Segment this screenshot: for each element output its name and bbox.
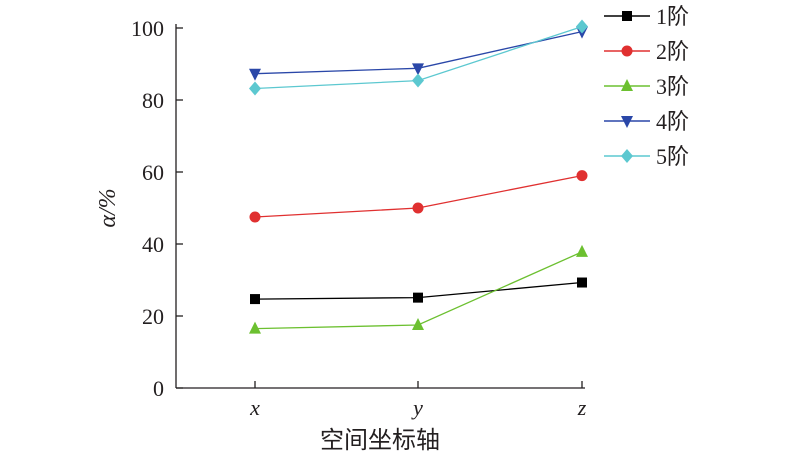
legend-item: 1阶 — [604, 4, 689, 29]
x-axis-title: 空间坐标轴 — [320, 427, 440, 454]
legend-marker — [622, 11, 632, 21]
data-point — [413, 292, 423, 303]
y-tick-label: 60 — [142, 160, 164, 185]
data-point — [412, 73, 424, 88]
data-point — [576, 244, 588, 257]
x-tick-label: z — [577, 395, 587, 420]
series-5 — [249, 19, 588, 96]
legend-label: 4阶 — [656, 109, 689, 134]
legend-label: 3阶 — [656, 74, 689, 99]
data-point — [412, 63, 424, 76]
y-tick-label: 40 — [142, 232, 164, 257]
legend-item: 5阶 — [604, 144, 689, 169]
data-point — [249, 68, 261, 81]
data-point — [249, 211, 261, 223]
data-point — [249, 321, 261, 334]
legend: 1阶 2阶 3阶 4阶 5阶 — [604, 4, 689, 169]
legend-item: 3阶 — [604, 74, 689, 99]
plot-area — [249, 19, 588, 334]
legend-marker — [621, 116, 633, 128]
data-point — [576, 19, 588, 34]
y-tick-label: 80 — [142, 88, 164, 113]
series-2 — [249, 170, 588, 223]
x-tick-label: x — [249, 395, 260, 420]
y-axis-title: α/% — [95, 188, 121, 227]
data-point — [250, 294, 260, 305]
series-4 — [249, 26, 588, 81]
legend-item: 2阶 — [604, 39, 689, 64]
data-point — [577, 277, 587, 288]
x-tick-label: y — [411, 395, 423, 420]
legend-marker — [621, 45, 633, 57]
legend-marker — [621, 79, 633, 91]
legend-marker — [621, 149, 633, 163]
legend-label: 2阶 — [656, 39, 689, 64]
data-point — [249, 81, 261, 96]
data-point — [576, 170, 588, 182]
axes: 0 20 40 60 80 100 x y z 空间坐标轴 α/% — [95, 16, 587, 454]
legend-item: 4阶 — [604, 109, 689, 134]
y-tick-label: 100 — [131, 16, 164, 41]
y-tick-label: 20 — [142, 304, 164, 329]
data-point — [412, 202, 424, 214]
series-3 — [249, 244, 588, 334]
y-tick-label: 0 — [153, 376, 164, 401]
data-point — [412, 318, 424, 330]
legend-label: 5阶 — [656, 144, 689, 169]
legend-label: 1阶 — [656, 4, 689, 29]
series-1 — [250, 277, 587, 305]
series-line — [254, 251, 583, 330]
